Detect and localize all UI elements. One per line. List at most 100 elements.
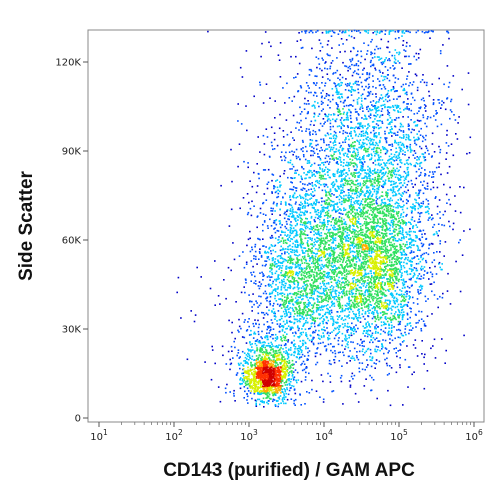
event-dot bbox=[381, 242, 384, 245]
event-dot bbox=[269, 352, 272, 354]
event-dot bbox=[319, 338, 321, 340]
event-dot bbox=[390, 334, 393, 337]
event-dot bbox=[397, 303, 400, 306]
event-dot bbox=[341, 200, 343, 203]
event-dot bbox=[281, 397, 284, 399]
event-dot bbox=[351, 296, 354, 298]
event-dot bbox=[387, 289, 389, 291]
event-dot bbox=[379, 250, 381, 252]
event-dot bbox=[326, 274, 329, 277]
event-dot bbox=[244, 359, 246, 362]
event-dot bbox=[389, 277, 392, 279]
event-dot bbox=[264, 375, 267, 378]
event-dot bbox=[289, 262, 291, 265]
event-dot bbox=[374, 241, 377, 243]
event-dot bbox=[270, 341, 272, 344]
event-dot bbox=[233, 258, 236, 261]
event-dot bbox=[250, 362, 252, 364]
event-dot bbox=[327, 221, 329, 223]
event-dot bbox=[366, 240, 369, 242]
event-dot bbox=[359, 317, 362, 319]
event-dot bbox=[256, 364, 259, 367]
event-dot bbox=[259, 393, 261, 396]
event-dot bbox=[401, 341, 404, 343]
event-dot bbox=[361, 342, 363, 344]
event-dot bbox=[342, 183, 344, 185]
event-dot bbox=[317, 277, 320, 279]
event-dot bbox=[374, 309, 376, 312]
event-dot bbox=[331, 318, 334, 320]
event-dot bbox=[280, 392, 282, 394]
event-dot bbox=[243, 371, 246, 374]
event-dot bbox=[283, 313, 286, 315]
event-dot bbox=[296, 169, 299, 172]
event-dot bbox=[409, 291, 411, 293]
event-dot bbox=[293, 278, 295, 281]
event-dot bbox=[241, 382, 243, 385]
event-dot bbox=[340, 380, 343, 383]
event-dot bbox=[410, 277, 412, 280]
event-dot bbox=[376, 305, 378, 308]
event-dot bbox=[239, 382, 241, 385]
event-dot bbox=[382, 234, 384, 237]
event-dot bbox=[410, 270, 413, 273]
event-dot bbox=[294, 369, 297, 371]
event-dot bbox=[266, 352, 269, 354]
event-dot bbox=[330, 315, 332, 318]
event-dot bbox=[374, 272, 377, 275]
event-dot bbox=[284, 323, 286, 325]
event-dot bbox=[341, 308, 344, 311]
event-dot bbox=[245, 279, 247, 281]
event-dot bbox=[285, 360, 288, 363]
event-dot bbox=[403, 249, 405, 251]
event-dot bbox=[357, 222, 359, 224]
event-dot bbox=[346, 307, 349, 310]
event-dot bbox=[320, 268, 322, 270]
event-dot bbox=[394, 269, 396, 272]
event-dot bbox=[359, 225, 362, 228]
event-dot bbox=[265, 381, 268, 383]
event-dot bbox=[256, 302, 258, 304]
event-dot bbox=[433, 223, 436, 226]
event-dot bbox=[402, 149, 404, 152]
event-dot bbox=[255, 373, 257, 375]
event-dot bbox=[359, 183, 362, 186]
event-dot bbox=[250, 349, 253, 352]
event-dot bbox=[277, 405, 279, 408]
event-dot bbox=[350, 308, 353, 311]
event-dot bbox=[422, 277, 425, 279]
event-dot bbox=[406, 313, 409, 316]
event-dot bbox=[274, 354, 276, 356]
event-dot bbox=[331, 277, 333, 280]
event-dot bbox=[430, 347, 432, 350]
event-dot bbox=[268, 386, 270, 389]
event-dot bbox=[278, 325, 281, 327]
event-dot bbox=[367, 315, 369, 317]
event-dot bbox=[374, 258, 377, 260]
event-dot bbox=[307, 280, 310, 282]
event-dot bbox=[280, 269, 283, 272]
event-dot bbox=[301, 256, 304, 258]
event-dot bbox=[417, 202, 419, 204]
event-dot bbox=[255, 390, 257, 392]
event-dot bbox=[394, 246, 397, 248]
event-dot bbox=[283, 363, 285, 365]
event-dot bbox=[350, 304, 353, 306]
event-dot bbox=[292, 385, 295, 388]
event-dot bbox=[324, 237, 327, 240]
event-dot bbox=[361, 340, 364, 343]
event-dot bbox=[395, 275, 398, 278]
event-dot bbox=[257, 371, 259, 373]
event-dot bbox=[304, 275, 306, 277]
event-dot bbox=[397, 323, 400, 326]
event-dot bbox=[261, 378, 264, 380]
event-dot bbox=[380, 248, 383, 250]
event-dot bbox=[273, 382, 275, 385]
event-dot bbox=[364, 312, 367, 315]
event-dot bbox=[387, 334, 390, 336]
event-dot bbox=[263, 373, 266, 375]
event-dot bbox=[353, 266, 355, 269]
event-dot bbox=[415, 314, 417, 316]
event-dot bbox=[337, 298, 340, 300]
event-dot bbox=[383, 237, 385, 239]
